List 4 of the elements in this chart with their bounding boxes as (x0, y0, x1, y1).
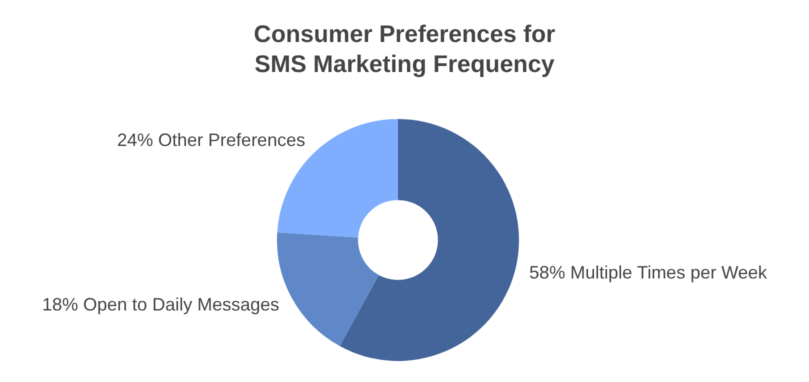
slice-label: 58% Multiple Times per Week (529, 262, 768, 283)
chart-title: Consumer Preferences for SMS Marketing Frequency (252, 20, 556, 80)
slice-label: 18% Open to Daily Messages (42, 294, 280, 314)
slice-label: 24% Other Preferences (117, 130, 306, 150)
